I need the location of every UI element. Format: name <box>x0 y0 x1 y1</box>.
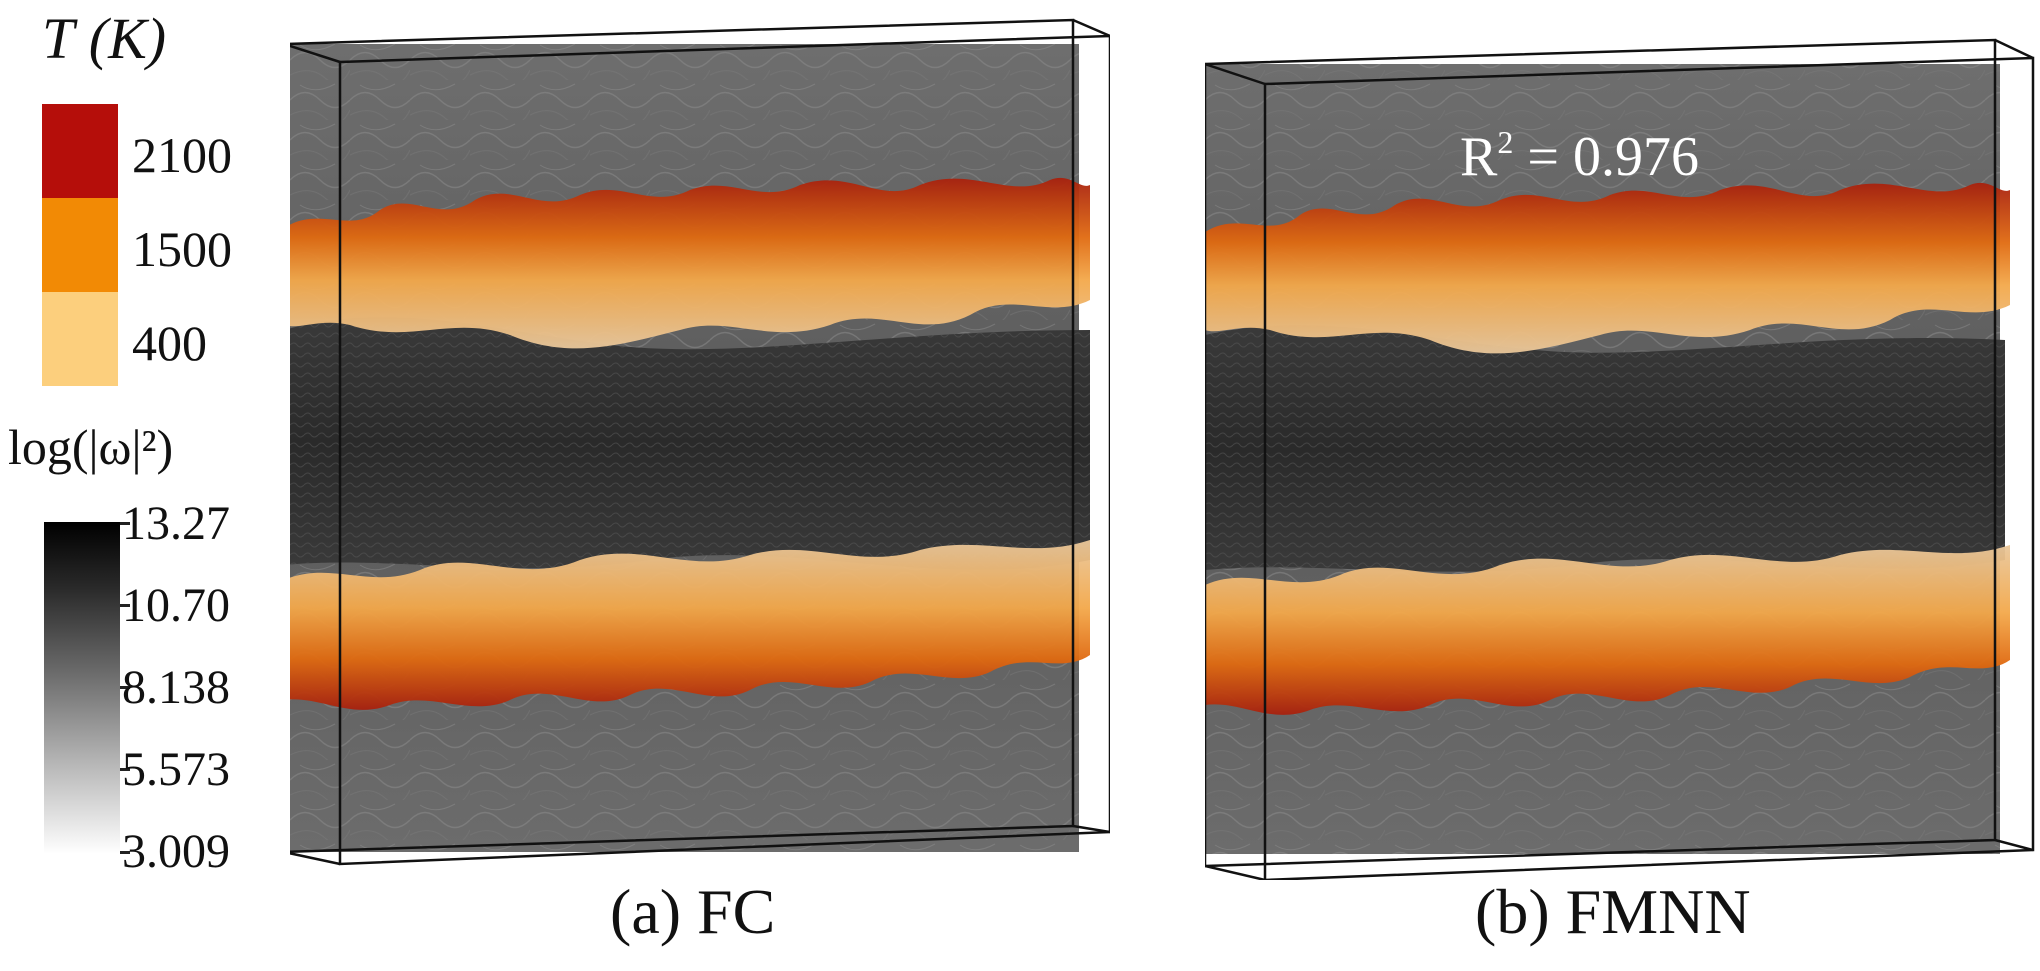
vorticity-tick-mark <box>120 686 130 689</box>
vorticity-tick-label: 13.27 <box>122 497 230 550</box>
temperature-swatch-400 <box>42 292 118 386</box>
simulation-render-fc <box>290 18 1110 866</box>
panel-caption-fmnn: (b) FMNN <box>1475 876 1751 947</box>
temperature-label-1500: 1500 <box>132 221 232 277</box>
temperature-label-2100: 2100 <box>132 127 232 183</box>
temperature-swatch-1500 <box>42 198 118 292</box>
panel-caption-fc: (a) FC <box>610 876 776 947</box>
vorticity-tick-mark <box>120 851 130 854</box>
temperature-legend-title: T (K) <box>42 6 167 71</box>
panel-fc: (a) FC <box>290 0 1110 971</box>
simulation-render-fmnn <box>1205 38 2035 880</box>
panel-fmnn: R2 = 0.976 (b) FMNN <box>1205 0 2035 971</box>
vorticity-tick-label: 3.009 <box>122 825 230 878</box>
vorticity-tick-mark <box>120 768 130 771</box>
vorticity-tick-mark <box>120 522 130 525</box>
temperature-label-400: 400 <box>132 315 207 371</box>
vorticity-colorbar <box>44 522 120 854</box>
vorticity-legend-title: log(|ω|²) <box>8 419 174 475</box>
r-squared-annotation: R2 = 0.976 <box>1460 124 1699 188</box>
temperature-swatch-2100 <box>42 104 118 198</box>
vorticity-tick-mark <box>120 604 130 607</box>
vorticity-tick-label: 10.70 <box>122 579 230 632</box>
colorbar-legend: T (K) 2100 1500 400 log(|ω|²) 13.27 10.7… <box>0 0 285 971</box>
vorticity-tick-label: 5.573 <box>122 743 230 796</box>
vorticity-tick-label: 8.138 <box>122 661 230 714</box>
